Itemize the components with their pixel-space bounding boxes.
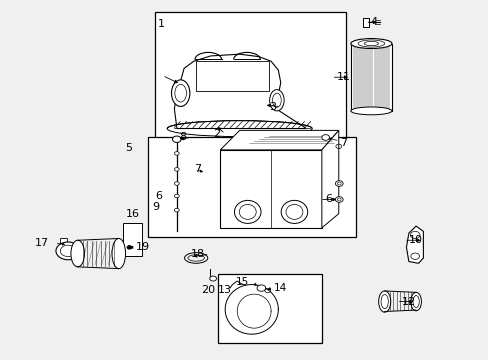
Text: 19: 19 bbox=[136, 242, 149, 252]
Circle shape bbox=[335, 197, 343, 202]
Polygon shape bbox=[321, 130, 338, 228]
Circle shape bbox=[174, 152, 179, 155]
Text: 1: 1 bbox=[157, 19, 164, 29]
Bar bbox=[196, 61, 268, 91]
Bar bbox=[218, 274, 321, 343]
Text: 3: 3 bbox=[268, 102, 275, 112]
Circle shape bbox=[127, 246, 132, 249]
Circle shape bbox=[172, 136, 181, 143]
Circle shape bbox=[56, 242, 80, 260]
Text: 10: 10 bbox=[408, 235, 422, 245]
Bar bbox=[155, 12, 346, 143]
Text: 2: 2 bbox=[213, 129, 220, 139]
Ellipse shape bbox=[269, 90, 284, 111]
Text: 4: 4 bbox=[369, 17, 377, 27]
Polygon shape bbox=[406, 226, 423, 263]
Bar bbox=[60, 238, 66, 244]
Bar bbox=[350, 44, 391, 111]
Circle shape bbox=[257, 285, 265, 291]
Circle shape bbox=[174, 208, 179, 212]
Ellipse shape bbox=[234, 201, 261, 224]
Text: 7: 7 bbox=[340, 138, 346, 148]
Circle shape bbox=[335, 181, 343, 186]
Polygon shape bbox=[220, 130, 338, 150]
Ellipse shape bbox=[167, 121, 311, 136]
Ellipse shape bbox=[378, 291, 390, 312]
Text: 16: 16 bbox=[125, 209, 139, 219]
Text: 18: 18 bbox=[190, 249, 204, 260]
Ellipse shape bbox=[350, 107, 391, 115]
Ellipse shape bbox=[350, 39, 391, 49]
Text: 6: 6 bbox=[324, 194, 331, 204]
Circle shape bbox=[209, 276, 216, 281]
Ellipse shape bbox=[410, 292, 421, 311]
Text: 9: 9 bbox=[152, 202, 160, 212]
Text: 11: 11 bbox=[336, 72, 349, 82]
Text: 6: 6 bbox=[155, 191, 162, 201]
Text: 20: 20 bbox=[201, 284, 215, 294]
Text: 8: 8 bbox=[179, 132, 186, 143]
Text: 7: 7 bbox=[193, 165, 201, 174]
Circle shape bbox=[174, 168, 179, 171]
Ellipse shape bbox=[71, 240, 84, 267]
Text: 12: 12 bbox=[401, 297, 415, 307]
Circle shape bbox=[174, 194, 179, 198]
Text: 13: 13 bbox=[218, 284, 231, 294]
Text: 17: 17 bbox=[35, 238, 49, 248]
Bar bbox=[220, 150, 321, 228]
Text: 14: 14 bbox=[273, 283, 286, 293]
Bar bbox=[122, 222, 142, 256]
Text: 5: 5 bbox=[125, 143, 132, 153]
Text: 15: 15 bbox=[236, 277, 249, 287]
Circle shape bbox=[174, 182, 179, 185]
Bar bbox=[362, 18, 368, 27]
Ellipse shape bbox=[281, 201, 307, 224]
Circle shape bbox=[321, 135, 329, 140]
Bar bbox=[147, 138, 355, 237]
Ellipse shape bbox=[112, 238, 125, 269]
Ellipse shape bbox=[171, 80, 189, 107]
